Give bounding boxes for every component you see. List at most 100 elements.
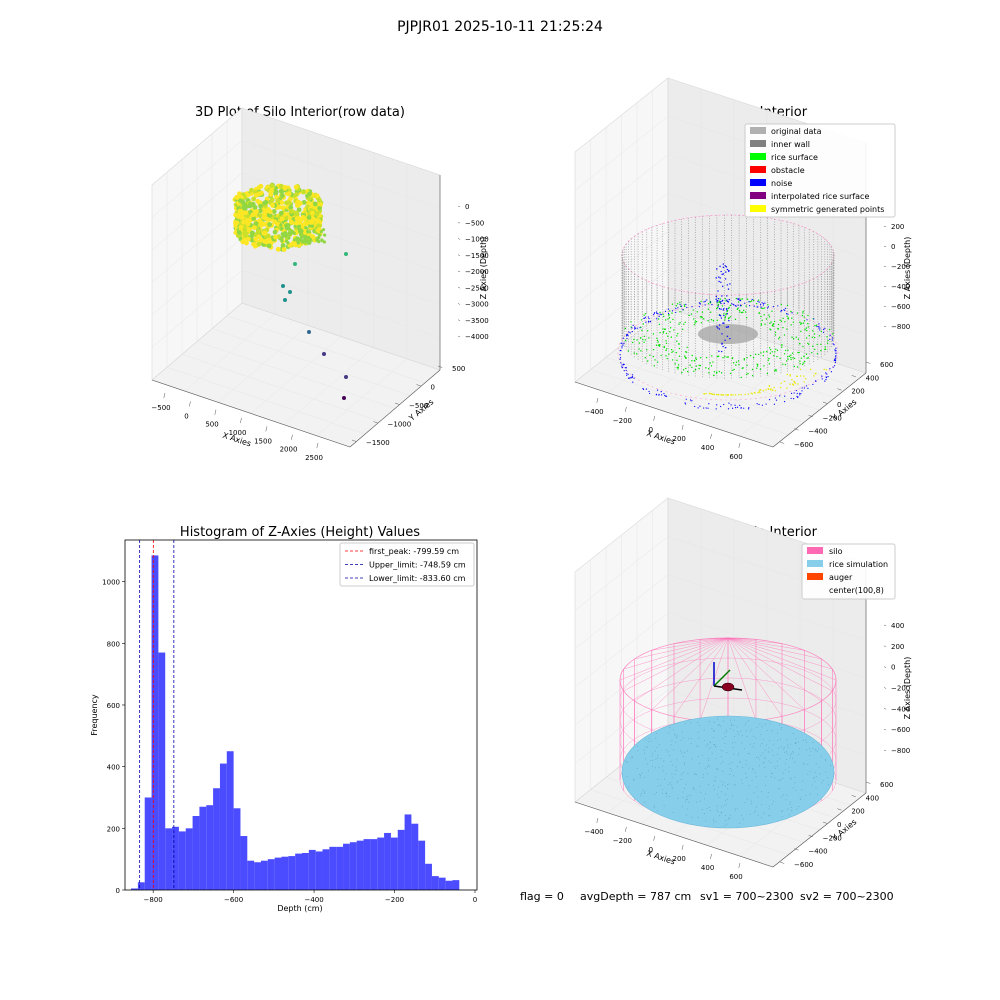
rice-grid-point xyxy=(734,784,736,786)
histogram-bar xyxy=(404,814,412,890)
noise-point xyxy=(630,377,632,379)
simulation-x-tick-mark xyxy=(738,862,741,868)
noise-point xyxy=(773,403,776,405)
rice-grid-point xyxy=(669,727,671,729)
legend-label: original data xyxy=(771,127,822,136)
classify-3d-box xyxy=(574,77,867,448)
rice-surface-point xyxy=(744,311,747,313)
rice-surface-point xyxy=(703,318,705,320)
rice-surface-point xyxy=(793,357,796,360)
rice-grid-point xyxy=(736,766,738,768)
noise-point xyxy=(835,347,837,349)
rice-grid-point xyxy=(765,784,767,786)
rice-grid-point xyxy=(704,798,706,800)
raw-point xyxy=(233,230,239,235)
raw-z-tick: −4000 xyxy=(465,333,489,341)
rice-surface-point xyxy=(679,322,681,324)
raw-point xyxy=(296,240,300,244)
rice-grid-point xyxy=(773,765,775,767)
rice-grid-point xyxy=(748,767,750,769)
rice-grid-point xyxy=(715,820,717,822)
rice-grid-point xyxy=(722,750,724,752)
rice-surface-point xyxy=(665,355,667,357)
rice-surface-point xyxy=(691,354,693,357)
noise-point xyxy=(639,327,641,329)
rice-grid-point xyxy=(708,764,710,766)
rice-grid-point xyxy=(654,750,656,752)
rice-grid-point xyxy=(746,776,748,778)
symmetric-point xyxy=(759,391,761,394)
rice-surface-point xyxy=(782,363,784,365)
raw-point xyxy=(319,229,323,234)
noise-point xyxy=(645,321,647,323)
raw-point xyxy=(257,208,263,214)
rice-surface-point xyxy=(672,318,674,321)
rice-surface-point xyxy=(644,357,647,359)
noise-point xyxy=(721,299,724,302)
noise-point xyxy=(619,357,622,359)
noise-point xyxy=(642,388,644,390)
rice-grid-point xyxy=(745,722,747,724)
rice-grid-point xyxy=(781,816,783,818)
noise-point xyxy=(751,298,753,301)
rice-grid-point xyxy=(713,823,715,825)
noise-point xyxy=(685,398,687,400)
rice-grid-point xyxy=(707,773,709,775)
raw-y-tick: 500 xyxy=(452,365,465,373)
noise-point xyxy=(694,405,696,408)
symmetric-point xyxy=(770,388,772,390)
rice-grid-point xyxy=(737,752,739,754)
noise-point xyxy=(825,372,827,374)
rice-grid-point xyxy=(677,797,679,799)
rice-grid-point xyxy=(742,818,744,820)
rice-grid-point xyxy=(644,801,646,803)
rice-surface-point xyxy=(812,330,814,332)
rice-grid-point xyxy=(729,773,731,775)
raw-point xyxy=(288,209,294,214)
raw-point xyxy=(301,200,307,205)
noise-point xyxy=(777,305,779,307)
simulation-z-tick-mark xyxy=(883,728,887,731)
rice-surface-point xyxy=(728,306,730,309)
rice-grid-point xyxy=(653,806,655,808)
raw-point xyxy=(280,239,284,243)
rice-surface-point xyxy=(735,364,737,366)
rice-grid-point xyxy=(690,743,692,744)
rice-grid-point xyxy=(688,738,690,740)
rice-surface-point xyxy=(710,365,713,367)
rice-surface-point xyxy=(678,347,681,350)
rice-grid-point xyxy=(644,752,646,754)
rice-grid-point xyxy=(676,735,678,737)
rice-grid-point xyxy=(724,820,726,822)
noise-point xyxy=(716,268,718,270)
rice-surface-point xyxy=(781,346,783,348)
rice-grid-point xyxy=(684,722,686,724)
histogram-bar xyxy=(267,859,275,890)
noise-point xyxy=(832,366,834,368)
raw-y-tick: 0 xyxy=(431,384,435,392)
rice-surface-point xyxy=(732,362,735,364)
rice-grid-point xyxy=(658,767,660,769)
rice-grid-point xyxy=(752,735,754,737)
rice-surface-point xyxy=(707,308,710,310)
raw-point xyxy=(270,202,275,208)
rice-surface-point xyxy=(671,351,673,354)
panel-simulation-3d: 3D simulation of Silo Interior −400−2000… xyxy=(574,497,912,881)
raw-point xyxy=(263,199,269,205)
raw-point xyxy=(236,214,242,220)
noise-point xyxy=(727,301,730,303)
symmetric-point xyxy=(789,374,791,376)
classify-z-ticks: 2000−200−400−600−800 xyxy=(883,223,910,331)
rice-grid-point xyxy=(805,739,807,741)
rice-surface-point xyxy=(717,355,720,357)
rice-surface-point xyxy=(758,312,760,315)
noise-point xyxy=(653,314,655,316)
rice-grid-point xyxy=(730,723,732,725)
rice-surface-point xyxy=(633,338,635,341)
rice-surface-point xyxy=(705,356,708,359)
rice-surface-point xyxy=(824,348,826,351)
rice-surface-point xyxy=(724,356,726,358)
rice-grid-point xyxy=(825,771,827,773)
noise-point xyxy=(719,301,722,303)
rice-grid-point xyxy=(657,785,659,787)
